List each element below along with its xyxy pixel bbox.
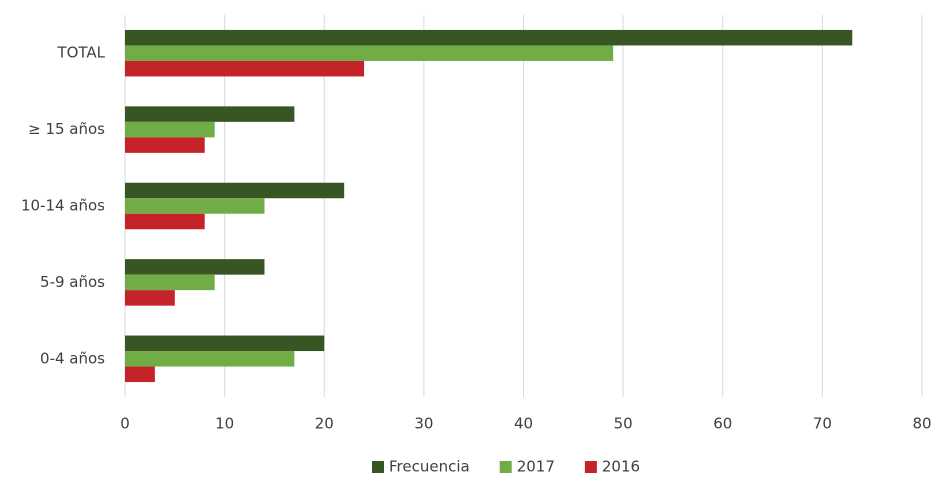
y-tick-label: 5-9 años: [40, 273, 105, 291]
x-tick-label: 30: [414, 415, 433, 433]
y-tick-label: TOTAL: [56, 44, 105, 62]
x-tick-label: 10: [215, 415, 234, 433]
bar: [125, 106, 295, 122]
legend-swatch: [499, 461, 512, 473]
bar: [125, 45, 614, 61]
bar: [125, 213, 205, 230]
legend-swatch: [372, 461, 384, 473]
bar: [125, 259, 265, 275]
bar: [125, 60, 365, 77]
bar: [125, 121, 215, 138]
y-tick-label: 0-4 años: [40, 349, 105, 367]
legend-label: Frecuencia: [389, 458, 470, 476]
bar: [125, 137, 205, 153]
x-tick-label: 70: [813, 415, 832, 433]
bar: [125, 198, 265, 214]
x-tick-label: 40: [514, 415, 533, 433]
legend-label: 2017: [517, 458, 555, 476]
bar: [125, 274, 215, 291]
bar: [125, 335, 325, 352]
x-tick-label: 50: [614, 415, 633, 433]
x-tick-label: 60: [713, 415, 732, 433]
bar: [125, 182, 345, 199]
bar: [125, 290, 175, 306]
bar: [125, 366, 155, 383]
y-tick-label: ≥ 15 años: [28, 120, 105, 138]
legend-swatch: [584, 461, 597, 473]
x-tick-label: 0: [120, 415, 130, 433]
legend-label: 2016: [602, 458, 640, 476]
x-tick-label: 20: [315, 415, 334, 433]
bar: [125, 351, 295, 367]
x-tick-label: 80: [912, 415, 931, 433]
bar: [125, 29, 853, 46]
y-tick-label: 10-14 años: [21, 197, 105, 215]
